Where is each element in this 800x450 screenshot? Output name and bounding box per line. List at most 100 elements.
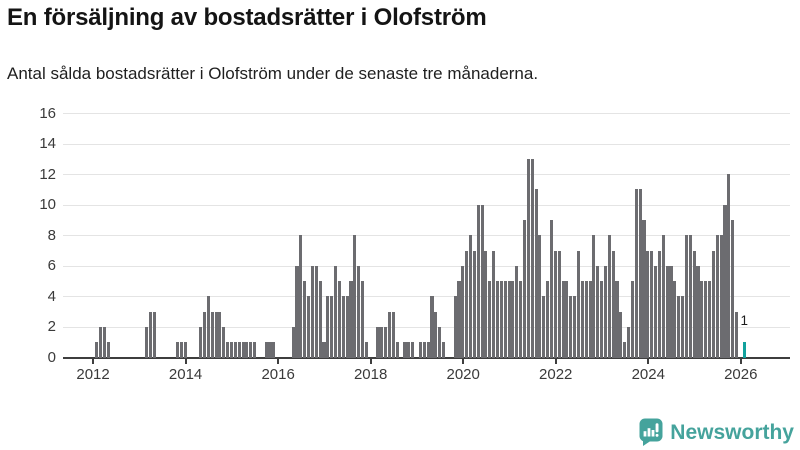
- bar-month-139: [630, 281, 634, 358]
- bar-month-67: [353, 235, 357, 358]
- gridline-y-10: [63, 204, 790, 206]
- x-tick-label-2020: 2020: [446, 365, 480, 383]
- bar-month-64: [341, 296, 345, 358]
- x-tick-2012: [92, 358, 95, 364]
- bar-month-28: [202, 311, 207, 358]
- gridline-y-12: [63, 174, 790, 176]
- bar-month-159: [708, 281, 712, 358]
- bar-month-122: [565, 281, 569, 358]
- chart-subtitle: Antal sålda bostadsrätter i Olofström un…: [7, 64, 539, 83]
- bar-month-165: [731, 219, 735, 358]
- bar-month-103: [492, 250, 496, 358]
- y-tick-label-0: 0: [47, 349, 56, 366]
- bar-month-0: [95, 342, 99, 358]
- bar-month-89: [438, 326, 442, 358]
- bar-month-94: [457, 281, 461, 358]
- bar-month-80: [403, 342, 407, 358]
- bar-month-98: [472, 250, 476, 358]
- bar-month-69: [361, 281, 365, 358]
- bar-month-140: [634, 189, 638, 358]
- bar-month-38: [241, 342, 245, 358]
- x-tick-2026: [739, 358, 742, 364]
- gridline-y-6: [63, 265, 790, 267]
- x-tick-label-2022: 2022: [539, 365, 573, 383]
- gridline-y-14: [63, 143, 790, 145]
- bar-month-108: [511, 281, 515, 358]
- bar-month-22: [179, 342, 183, 358]
- bar-month-54: [303, 281, 307, 358]
- bar-month-141: [638, 189, 642, 358]
- bar-month-133: [607, 235, 611, 358]
- bar-month-77: [391, 311, 395, 358]
- bar-month-105: [499, 281, 503, 358]
- bar-month-51: [291, 326, 295, 358]
- bar-month-164: [727, 174, 731, 358]
- bar-month-130: [596, 265, 600, 358]
- bar-month-14: [148, 311, 153, 358]
- x-tick-label-2016: 2016: [261, 365, 295, 383]
- gridline-y-2: [63, 326, 790, 328]
- bar-month-100: [480, 204, 484, 358]
- bar-month-148: [665, 265, 669, 358]
- bar-month-153: [684, 235, 688, 358]
- bar-month-32: [218, 311, 222, 358]
- bar-month-162: [719, 235, 723, 358]
- bar-month-56: [310, 265, 314, 358]
- bar-month-124: [573, 296, 577, 358]
- x-tick-2018: [369, 358, 372, 364]
- x-tick-label-2024: 2024: [631, 365, 665, 383]
- bar-month-84: [418, 342, 422, 358]
- bar-month-52: [295, 265, 299, 358]
- x-tick-2024: [647, 358, 650, 364]
- bar-month-157: [700, 281, 704, 358]
- bar-month-118: [549, 219, 554, 358]
- bar-month-101: [484, 250, 488, 358]
- bar-month-78: [395, 342, 399, 358]
- bar-month-113: [530, 158, 534, 358]
- bar-month-143: [646, 250, 650, 358]
- bar-month-70: [364, 342, 368, 358]
- bar-month-27: [199, 326, 203, 358]
- bar-month-128: [588, 281, 592, 358]
- bar-month-30: [210, 311, 214, 358]
- bar-month-75: [384, 326, 388, 358]
- bar-month-3: [106, 342, 110, 358]
- bar-month-2: [102, 326, 106, 358]
- x-tick-2016: [277, 358, 280, 364]
- bar-month-117: [546, 281, 550, 358]
- bar-month-31: [214, 311, 218, 358]
- bar-month-115: [538, 235, 542, 358]
- bar-month-1: [98, 326, 102, 358]
- bar-month-123: [569, 296, 573, 358]
- x-tick-2022: [554, 358, 557, 364]
- bar-month-131: [600, 281, 604, 358]
- bar-month-161: [715, 235, 719, 358]
- bar-month-145: [654, 265, 658, 358]
- bar-month-61: [330, 296, 334, 358]
- bar-month-127: [584, 281, 588, 358]
- y-tick-label-12: 12: [39, 165, 56, 183]
- bar-month-135: [615, 281, 619, 358]
- bar-latest-highlight: [742, 342, 746, 358]
- bar-month-21: [175, 342, 180, 358]
- y-tick-label-10: 10: [39, 196, 56, 214]
- bar-month-59: [322, 342, 326, 358]
- newsworthy-logo-text: Newsworthy: [670, 420, 794, 444]
- bar-month-152: [681, 296, 685, 358]
- x-tick-label-2012: 2012: [76, 365, 110, 383]
- bar-month-150: [673, 281, 677, 358]
- y-tick-label-16: 16: [39, 104, 56, 122]
- bar-month-109: [515, 265, 519, 358]
- bar-month-97: [468, 235, 473, 358]
- bar-month-137: [623, 342, 627, 358]
- bar-month-121: [561, 281, 565, 358]
- bar-month-37: [237, 342, 241, 358]
- bar-month-107: [507, 281, 511, 358]
- bar-month-154: [688, 235, 692, 358]
- bar-month-23: [183, 342, 187, 358]
- bar-month-90: [441, 342, 446, 358]
- bar-month-158: [704, 281, 708, 358]
- bar-month-138: [627, 326, 631, 358]
- bar-month-136: [619, 311, 623, 358]
- bar-month-142: [642, 219, 646, 358]
